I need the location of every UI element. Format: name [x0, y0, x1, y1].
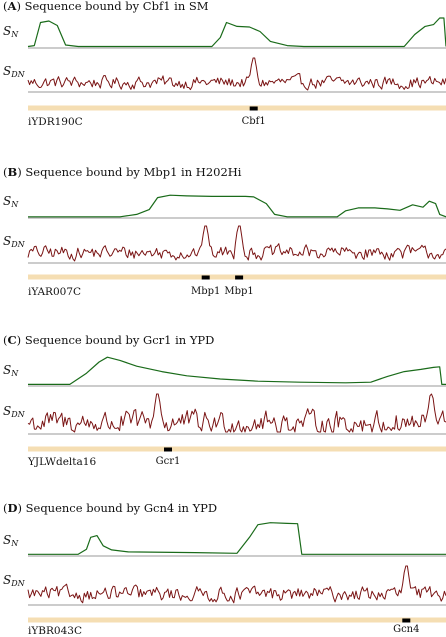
- motif-box: [402, 618, 411, 623]
- motif-box: [164, 447, 172, 452]
- n-track-curve: [28, 356, 446, 386]
- track-label-sdn: SDN: [3, 573, 25, 588]
- sequence-bar: [28, 446, 446, 452]
- panel-tracks: [27, 522, 446, 623]
- n-track-curve: [27, 17, 446, 48]
- track-label-sn: SN: [3, 363, 19, 378]
- motif-box: [201, 275, 210, 280]
- panel-tracks: [27, 194, 446, 280]
- track-label-sn: SN: [3, 533, 19, 548]
- track-label-sdn: SDN: [3, 404, 25, 419]
- dn-track-curve: [27, 565, 446, 604]
- panel-tracks: [27, 17, 446, 111]
- track-label-sn: SN: [3, 194, 19, 209]
- dn-track-curve: [27, 57, 446, 91]
- sequence-name: YJLWdelta16: [28, 456, 97, 468]
- dn-track-curve: [27, 225, 446, 262]
- sequence-name: iYBR043C: [28, 625, 82, 637]
- panel-b: (B) Sequence bound by Mbp1 in H202Hi SN …: [0, 166, 446, 326]
- sequence-bar: [28, 105, 446, 111]
- panel-d: (D) Sequence bound by Gcn4 in YPD SN SDN…: [0, 501, 446, 637]
- motif-label: Mbp1: [190, 286, 221, 297]
- panel-c: (C) Sequence bound by Gcr1 in YPD SN SDN…: [0, 334, 446, 494]
- motif-label: Gcr1: [155, 456, 181, 467]
- sequence-bar: [28, 617, 446, 623]
- motif-label: Gcn4: [393, 624, 420, 635]
- motif-box: [249, 106, 258, 111]
- track-label-sdn: SDN: [3, 234, 25, 249]
- panel-title: (D) Sequence bound by Gcn4 in YPD: [3, 501, 218, 515]
- panel-title: (C) Sequence bound by Gcr1 in YPD: [3, 333, 215, 347]
- panel-tracks: [27, 356, 446, 452]
- panel-a: (A) Sequence bound by Cbf1 in SM SN SDN …: [0, 0, 446, 158]
- sequence-name: iYAR007C: [28, 286, 82, 298]
- panel-title: (A) Sequence bound by Cbf1 in SM: [3, 0, 209, 13]
- track-label-sdn: SDN: [3, 64, 25, 79]
- sequence-name: iYDR190C: [28, 116, 83, 128]
- dn-track-curve: [27, 393, 446, 433]
- track-label-sn: SN: [3, 24, 19, 39]
- n-track-curve: [28, 522, 446, 555]
- motif-label: Cbf1: [241, 116, 266, 127]
- motif-label: Mbp1: [224, 286, 254, 297]
- panel-title: (B) Sequence bound by Mbp1 in H202Hi: [3, 165, 242, 179]
- motif-box: [235, 275, 244, 280]
- n-track-curve: [28, 194, 446, 218]
